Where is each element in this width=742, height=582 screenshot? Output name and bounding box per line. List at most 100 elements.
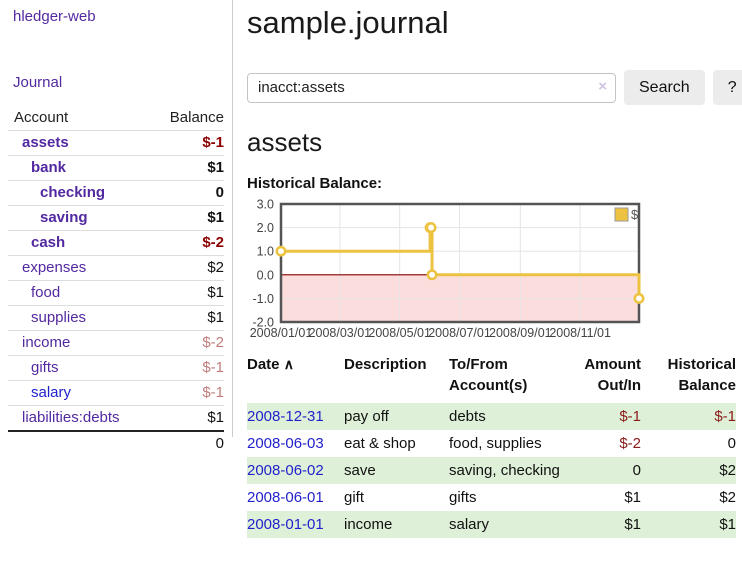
account-link-food[interactable]: food [31,284,61,301]
account-link-saving[interactable]: saving [40,209,88,226]
account-row: liabilities:debts $1 [8,405,224,430]
column-label: Amount Out/In [584,356,641,394]
account-link-bank[interactable]: bank [31,159,67,176]
register-amount-cell: $1 [624,516,641,533]
column-label: Date [247,356,280,373]
clear-search-icon[interactable]: × [598,77,607,95]
data-point-marker [275,245,287,257]
transaction-date-link[interactable]: 2008-01-01 [247,516,324,533]
account-row: salary $-1 [8,380,224,405]
register-description-cell: save [344,462,376,479]
register-balance-cell: $1 [719,516,736,533]
account-tree-header: Account Balance [8,106,224,130]
account-tree: Account Balance assets $-1 bank $1 checking 0… [8,106,224,456]
transaction-date-link[interactable]: 2008-06-03 [247,435,324,452]
register-accounts-cell: salary [449,516,490,533]
search-button[interactable]: Search [624,70,705,105]
account-link-cash[interactable]: cash [31,234,66,251]
account-balance: $-1 [202,359,224,376]
account-balance: $-1 [202,384,224,401]
register-date-cell: 2008-12-31 [247,403,344,430]
x-tick-label: 2008/05/01 [368,326,431,340]
register-balance-cell: $2 [719,489,736,506]
column-header-to-from-account-s-: To/From Account(s) [449,352,572,403]
account-balance: $1 [207,159,224,176]
account-link-liabilities-debts[interactable]: liabilities:debts [22,409,120,426]
account-row: checking 0 [8,180,224,205]
balance-column-header: Balance [169,109,224,126]
account-link-assets[interactable]: assets [22,134,69,151]
x-tick-label: 2008/03/01 [309,326,372,340]
register-balance-cell: $2 [719,462,736,479]
account-heading: assets [247,127,323,157]
account-balance: $2 [207,259,224,276]
plot-border [279,202,641,324]
register-amount-cell: $1 [624,489,641,506]
sidebar-item-journal[interactable]: Journal [13,74,63,91]
account-row: food $1 [8,280,224,305]
account-link-salary[interactable]: salary [31,384,72,401]
register-body: 2008-12-31 pay off debts $-1 $-1 2008-06-03 ea… [247,403,736,538]
register-accounts-cell: food, supplies [449,435,542,452]
data-point-marker [426,269,438,281]
legend-swatch [614,207,629,222]
transaction-date-link[interactable]: 2008-06-02 [247,462,324,479]
search-input[interactable] [247,72,616,103]
account-balance: $1 [207,209,224,226]
register-amount-cell: $-1 [619,408,641,425]
transaction-date-link[interactable]: 2008-06-01 [247,489,324,506]
account-row: bank $1 [8,155,224,180]
x-tick-label: 2008/07/01 [428,326,491,340]
register-accounts-cell: gifts [449,489,477,506]
data-point-marker [425,222,437,234]
y-tick-label: 2.0 [257,221,274,235]
register-row: 2008-01-01 income salary $1 $1 [247,511,736,538]
account-link-expenses[interactable]: expenses [22,259,87,276]
column-label: Historical Balance [667,356,736,394]
register-balance-cell: 0 [727,435,736,452]
app-brand-link[interactable]: hledger-web [13,8,96,25]
register-description-cell: eat & shop [344,435,416,452]
column-header-date[interactable]: Date ∧ [247,352,344,403]
y-tick-label: 3.0 [257,198,274,212]
y-tick-label: 0.0 [257,268,274,282]
search-box: × [247,72,616,103]
y-tick-label: 1.0 [257,245,274,259]
register-amount-cell: $-2 [619,435,641,452]
register-accounts-cell: saving, checking [449,462,560,479]
account-balance: $1 [207,309,224,326]
transaction-date-link[interactable]: 2008-12-31 [247,408,324,425]
account-link-supplies[interactable]: supplies [31,309,87,326]
account-total: 0 [8,430,224,456]
register-table: Date ∧ Description To/From Account(s) Amoun… [247,352,736,538]
register-row: 2008-06-01 gift gifts $1 $2 [247,484,736,511]
account-balance: 0 [215,184,224,201]
account-balance: $-1 [202,134,224,151]
register-row: 2008-06-03 eat & shop food, supplies $-2 0 [247,430,736,457]
account-link-checking[interactable]: checking [40,184,106,201]
register-accounts-cell: debts [449,408,486,425]
account-row: gifts $-1 [8,355,224,380]
account-row: saving $1 [8,205,224,230]
search-row: × Search ? [247,70,742,105]
account-link-income[interactable]: income [22,334,71,351]
register-description-cell: gift [344,489,365,506]
column-header-description: Description [344,352,449,403]
account-link-gifts[interactable]: gifts [31,359,59,376]
account-balance: $-2 [202,234,224,251]
main-content: sample.journal × Search ? assets Histori… [247,0,742,538]
account-column-header: Account [14,109,69,126]
chart-title: Historical Balance: [247,175,383,192]
x-tick-label: 2008/11/01 [549,326,611,340]
sort-asc-icon: ∧ [283,356,294,372]
account-row: income $-2 [8,330,224,355]
help-button[interactable]: ? [712,70,742,105]
account-balance: $1 [207,284,224,301]
register-date-cell: 2008-01-01 [247,511,344,538]
account-row: expenses $2 [8,255,224,280]
register-date-cell: 2008-06-01 [247,484,344,511]
column-header-historical-balance: Historical Balance [641,352,736,403]
register-amount-cell: 0 [632,462,641,479]
register-header-row: Date ∧ Description To/From Account(s) Amoun… [247,352,736,403]
register-date-cell: 2008-06-02 [247,457,344,484]
